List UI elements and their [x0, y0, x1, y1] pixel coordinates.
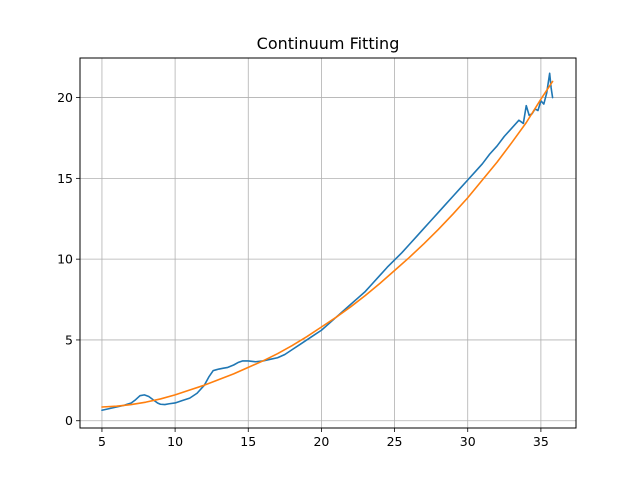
series-layer — [101, 72, 554, 412]
axes: 5 10 15 20 25 30 35 0 5 10 15 20 — [57, 90, 549, 449]
x-tick-label: 5 — [98, 434, 106, 449]
x-tick-label: 25 — [387, 434, 403, 449]
x-tick-label: 20 — [313, 434, 329, 449]
chart-title: Continuum Fitting — [257, 34, 400, 53]
y-tick-label: 20 — [57, 90, 73, 105]
x-tick-label: 10 — [167, 434, 183, 449]
x-tick-label: 30 — [460, 434, 476, 449]
x-tick-label: 35 — [533, 434, 549, 449]
y-tick-label: 10 — [57, 252, 73, 267]
plot-frame — [79, 57, 577, 429]
y-tick-label: 15 — [57, 171, 73, 186]
spectrum-series-line — [101, 72, 554, 412]
y-tick-label: 5 — [65, 332, 73, 347]
grid — [80, 58, 576, 428]
continuum-fit-line — [101, 80, 554, 408]
y-tick-label: 0 — [65, 413, 73, 428]
x-tick-label: 15 — [240, 434, 256, 449]
